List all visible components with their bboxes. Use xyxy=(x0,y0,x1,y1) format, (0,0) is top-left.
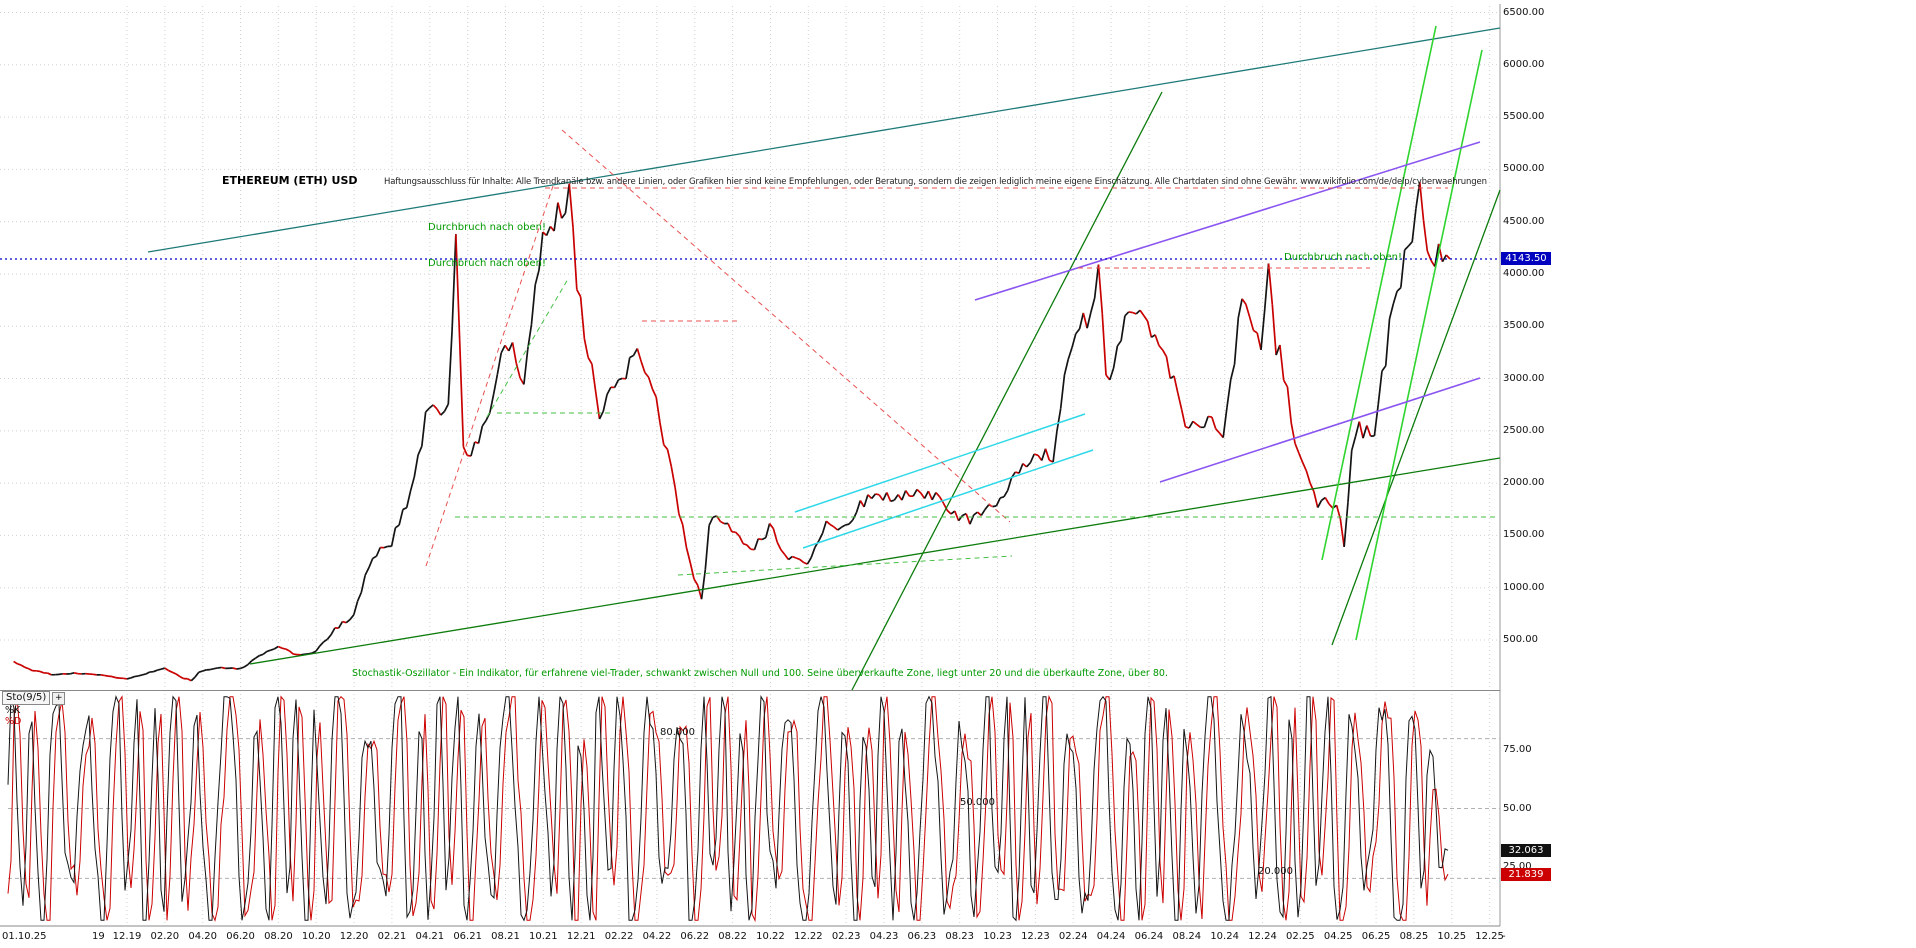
x-axis-label: 04.24 xyxy=(1096,931,1126,942)
cyan-line-1 xyxy=(794,413,1086,513)
stochastic-panel xyxy=(7,694,1500,923)
price-axis-label: 1500.00 xyxy=(1503,529,1545,541)
x-axis-label: 04.22 xyxy=(642,931,672,942)
x-axis-label: 10.23 xyxy=(983,931,1012,942)
price-axis-label: 5000.00 xyxy=(1503,163,1545,175)
x-axis-label: 08.22 xyxy=(718,931,747,942)
x-axis-label: 02.23 xyxy=(831,931,861,942)
candlestick-series xyxy=(13,181,1451,682)
x-axis-label: 04.25 xyxy=(1323,931,1353,942)
x-axis-label: - xyxy=(1502,931,1506,942)
x-axis-label: 12.25 xyxy=(1475,931,1504,942)
stochastic-expand-button[interactable]: + xyxy=(52,691,66,705)
x-axis-label: 06.21 xyxy=(453,931,482,942)
x-axis-label: 19 xyxy=(92,931,105,942)
x-axis-label: 10.21 xyxy=(529,931,558,942)
x-axis-label: 02.21 xyxy=(377,931,407,942)
panel-frame xyxy=(0,4,1501,927)
x-axis-label: 10.25 xyxy=(1437,931,1467,942)
x-axis-label: 12.23 xyxy=(1021,931,1050,942)
disclaimer-text: Haftungsausschluss für Inhalte: Alle Tre… xyxy=(384,177,1487,187)
purple-lower xyxy=(1159,377,1481,483)
cyan-line-2 xyxy=(802,449,1094,549)
price-axis-label: 2500.00 xyxy=(1503,424,1545,436)
stochastic-level-label: 20.000 xyxy=(1258,866,1293,878)
x-axis-label: 06.25 xyxy=(1361,931,1391,942)
x-axis-label: 04.21 xyxy=(415,931,445,942)
x-axis-label: 01.10.25 xyxy=(2,931,47,942)
red-rally-2021 xyxy=(425,185,554,567)
stochastic-axis-label: 25.00 xyxy=(1503,860,1532,872)
x-axis-label: 10.20 xyxy=(301,931,331,942)
breakout-annotation-3: Durchbruch nach oben! xyxy=(1284,252,1403,263)
x-axis-label: 02.24 xyxy=(1058,931,1088,942)
price-axis-label: 3000.00 xyxy=(1503,372,1545,384)
stochastic-level-label: 50.000 xyxy=(960,796,995,808)
green-right-rising xyxy=(1331,189,1501,646)
x-axis-label: 12.21 xyxy=(566,931,596,942)
price-axis-label: 1000.00 xyxy=(1503,581,1545,593)
stochastic-header: Sto(9/5) + xyxy=(2,691,66,705)
price-axis-label: 4000.00 xyxy=(1503,267,1545,279)
price-axis-label: 3500.00 xyxy=(1503,320,1545,332)
x-axis-label: 04.20 xyxy=(188,931,217,942)
breakout-annotation-1: Durchbruch nach oben! xyxy=(428,222,547,233)
red-descending xyxy=(561,129,1011,523)
x-axis-label: 06.23 xyxy=(907,931,937,942)
x-axis-label: 06.20 xyxy=(226,931,255,942)
price-axis-label: 500.00 xyxy=(1503,633,1538,645)
price-axis-label: 6000.00 xyxy=(1503,58,1545,70)
trend-lines xyxy=(0,25,1501,691)
stochastic-axis-label: 75.00 xyxy=(1503,744,1532,756)
price-axis-label: 6500.00 xyxy=(1503,6,1545,18)
x-axis-label: 06.24 xyxy=(1134,931,1164,942)
stochastic-d-label: %D xyxy=(5,716,22,727)
lime-channel-1 xyxy=(1321,25,1437,561)
price-axis-label: 4500.00 xyxy=(1503,215,1545,227)
x-axis-label: 08.21 xyxy=(491,931,520,942)
x-axis-label: 08.25 xyxy=(1399,931,1429,942)
x-axis-label: 12.20 xyxy=(339,931,369,942)
stochastic-d-line xyxy=(7,694,1449,923)
x-axis-label: 08.20 xyxy=(264,931,293,942)
x-axis-label: 06.22 xyxy=(680,931,710,942)
x-axis-label: 12.19 xyxy=(112,931,142,942)
breakout-annotation-2: Durchbruch nach oben! xyxy=(428,258,547,269)
x-axis-label: 02.22 xyxy=(604,931,634,942)
stochastic-axis-label: 50.00 xyxy=(1503,802,1532,814)
price-axis-label: 2000.00 xyxy=(1503,477,1545,489)
x-axis-label: 08.24 xyxy=(1172,931,1202,942)
stochastic-description: Stochastik-Oszillator - Ein Indikator, f… xyxy=(352,668,1168,679)
x-axis-label: 04.23 xyxy=(869,931,899,942)
green-steep-mid xyxy=(851,91,1163,691)
price-axis-label: 5500.00 xyxy=(1503,111,1545,123)
stochastic-indicator-label: Sto(9/5) xyxy=(2,691,51,705)
x-axis-label: 10.22 xyxy=(756,931,785,942)
x-axis-label: 02.20 xyxy=(150,931,180,942)
stochastic-level-label: 80.000 xyxy=(660,726,695,738)
stochastic-k-value: 32.063 xyxy=(1501,844,1551,858)
x-axis-label: 12.24 xyxy=(1248,931,1277,942)
stochastic-k-line xyxy=(7,695,1449,922)
current-price-label: 4143.50 xyxy=(1501,252,1551,265)
chart-title: ETHEREUM (ETH) USD xyxy=(222,174,358,187)
stochastic-k-label: %K xyxy=(5,705,21,716)
teal-channel-line xyxy=(147,27,1501,253)
x-axis-label: 10.24 xyxy=(1210,931,1239,942)
purple-upper xyxy=(974,141,1481,301)
green-support-long xyxy=(249,457,1501,665)
stochastic-d-value: 21.839 xyxy=(1501,868,1551,882)
x-axis-label: 02.25 xyxy=(1286,931,1315,942)
green-dash-2022-lows xyxy=(677,555,1013,576)
x-axis-label: 12.22 xyxy=(793,931,823,942)
x-axis-label: 08.23 xyxy=(945,931,974,942)
